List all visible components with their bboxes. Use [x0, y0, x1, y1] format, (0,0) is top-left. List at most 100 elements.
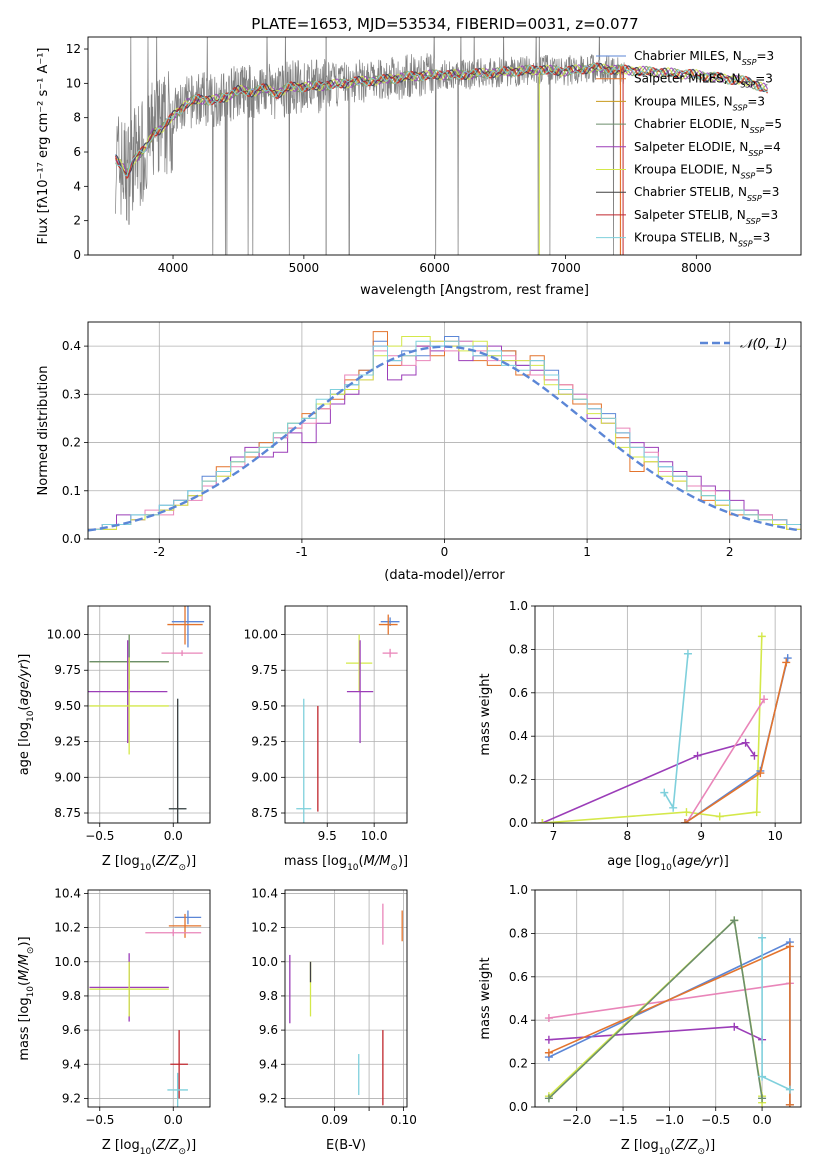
label-part: age [log [17, 722, 32, 775]
model-spectrum-line [115, 62, 768, 177]
legend-text: Kroupa MILES, N [634, 94, 733, 108]
legend-label: Kroupa ELODIE, NSSP=5 [634, 163, 773, 181]
y-tick-label: 10.00 [47, 628, 81, 642]
y-tick-label: 0.8 [509, 926, 528, 940]
weight-series-line [761, 937, 791, 1091]
mass-vs-ebv-panel: 0.09 0.10 9.2 9.4 9.6 9.8 10.0 10.2 10.4 [251, 886, 417, 1127]
legend-sub: SSP [741, 80, 756, 89]
label-part: 10 [26, 986, 36, 998]
error-bars [89, 910, 202, 1107]
legend-sub: SSP [733, 103, 748, 112]
x-axis-label: Z [log10(Z/Z⊙)] [102, 1138, 196, 1157]
legend-tail: =5 [755, 163, 773, 177]
x-tick-label: 8 [624, 829, 632, 843]
y-tick-label: 9.50 [54, 699, 81, 713]
observed-spectrum-line [115, 37, 625, 255]
label-part: ( [151, 1138, 156, 1153]
y-tick-label: 9.75 [251, 663, 278, 677]
legend-text: Chabrier STELIB, N [634, 185, 747, 199]
x-tick-label: 7000 [550, 261, 581, 275]
y-tick-label: 0 [73, 248, 81, 262]
weight-series-line [684, 662, 787, 823]
x-tick-label: 7 [550, 829, 558, 843]
x-tick-label: 10.0 [361, 829, 388, 843]
legend-label: Salpeter MILES, NSSP=3 [634, 72, 773, 90]
y-axis-label: mass weight [478, 673, 493, 755]
model-spectrum-line [114, 62, 768, 180]
label-part: ⊙ [26, 947, 36, 955]
y-tick-label: 0.4 [509, 1013, 528, 1027]
plus-marker [785, 1085, 794, 1094]
y-tick-label: 1.0 [509, 599, 528, 613]
label-part: ( [151, 854, 156, 869]
y-tick-label: 8.75 [251, 806, 278, 820]
label-part: ⊙ [178, 863, 186, 873]
label-part: 10 [659, 1147, 671, 1157]
y-tick-label: 0.0 [509, 816, 528, 830]
plus-marker [783, 654, 792, 663]
spectrum-panel: 4000 5000 6000 7000 8000 0 2 4 6 8 10 12 Chabrier MI… [36, 36, 802, 298]
legend-sub: SSP [741, 171, 756, 180]
error-bars [296, 614, 400, 823]
y-tick-label: 10.0 [251, 955, 278, 969]
y-axis-label: mass [log10(M/M⊙)] [17, 936, 36, 1060]
spectrum-data [114, 37, 769, 255]
y-tick-label: 0.0 [509, 1100, 528, 1114]
y-tick-label: 9.2 [259, 1091, 278, 1105]
y-axis-label: Flux [fλ10⁻¹⁷ erg cm⁻² s⁻¹ A⁻¹] [36, 48, 51, 245]
legend-label: Salpeter ELODIE, NSSP=4 [634, 140, 781, 158]
legend-sub: SSP [750, 126, 765, 135]
axes-frame [534, 889, 802, 1108]
legend-text: Salpeter STELIB, N [634, 208, 746, 222]
y-tick-label: 9.8 [62, 989, 81, 1003]
figure-title: PLATE=1653, MJD=53534, FIBERID=0031, z=0… [251, 15, 638, 33]
label-part: age [log [607, 854, 660, 869]
y-axis-label: mass weight [478, 957, 493, 1039]
legend-label: Kroupa STELIB, NSSP=3 [634, 231, 770, 249]
plus-marker [544, 1048, 553, 1057]
plus-marker [683, 649, 692, 658]
y-tick-label: 1.0 [509, 883, 528, 897]
plus-marker [758, 1094, 767, 1103]
histograms [88, 331, 801, 539]
plus-marker [682, 819, 691, 823]
x-axis-label: wavelength [Angstrom, rest frame] [360, 283, 589, 298]
y-tick-label: 9.2 [62, 1091, 81, 1105]
plus-marker [660, 788, 669, 797]
x-tick-label: −0.5 [85, 829, 114, 843]
label-part: ( [672, 854, 677, 869]
legend-text: Chabrier MILES, N [634, 49, 742, 63]
x-tick-label: 5000 [289, 261, 320, 275]
y-tick-label: 8.75 [54, 806, 81, 820]
y-axis-label: Normed distribution [36, 366, 51, 496]
label-part: M/M [364, 854, 391, 869]
y-tick-label: 9.6 [62, 1023, 81, 1037]
y-tick-label: 10.0 [54, 955, 81, 969]
x-tick-label: 0 [441, 545, 449, 559]
x-axis-label: mass [log10(M/M⊙)] [284, 854, 408, 873]
y-tick-label: 9.8 [259, 989, 278, 1003]
legend-label: 𝒩(0, 1) [740, 337, 787, 352]
axes-frame [87, 36, 802, 256]
x-tick-label: 0.0 [164, 1113, 183, 1127]
x-tick-label: 2 [726, 545, 734, 559]
weight-vs-Z-panel: −2.0 −1.5 −1.0 −0.5 0.0 0.0 0.2 0.4 0.6 0.8 1.0 Z [… [478, 883, 802, 1157]
plus-marker [538, 819, 547, 823]
y-tick-label: 0.2 [509, 1057, 528, 1071]
y-tick-label: 10.4 [251, 886, 278, 900]
plus-marker [757, 632, 766, 641]
x-axis-label: Z [log10(Z/Z⊙)] [621, 1138, 715, 1157]
y-tick-label: 9.50 [251, 699, 278, 713]
normal-reference-curve [88, 345, 801, 532]
y-tick-label: 0.6 [509, 686, 528, 700]
axes-frame [284, 605, 408, 824]
plus-marker [715, 812, 724, 821]
label-part: )] [398, 854, 408, 869]
label-part: )] [17, 936, 32, 946]
plus-marker [680, 819, 689, 823]
y-tick-label: 9.4 [62, 1057, 81, 1071]
x-tick-label: 9.5 [318, 829, 337, 843]
legend-tail: =3 [753, 231, 771, 245]
label-part: Z [log [102, 854, 140, 869]
label-part: mass [log [17, 997, 32, 1060]
